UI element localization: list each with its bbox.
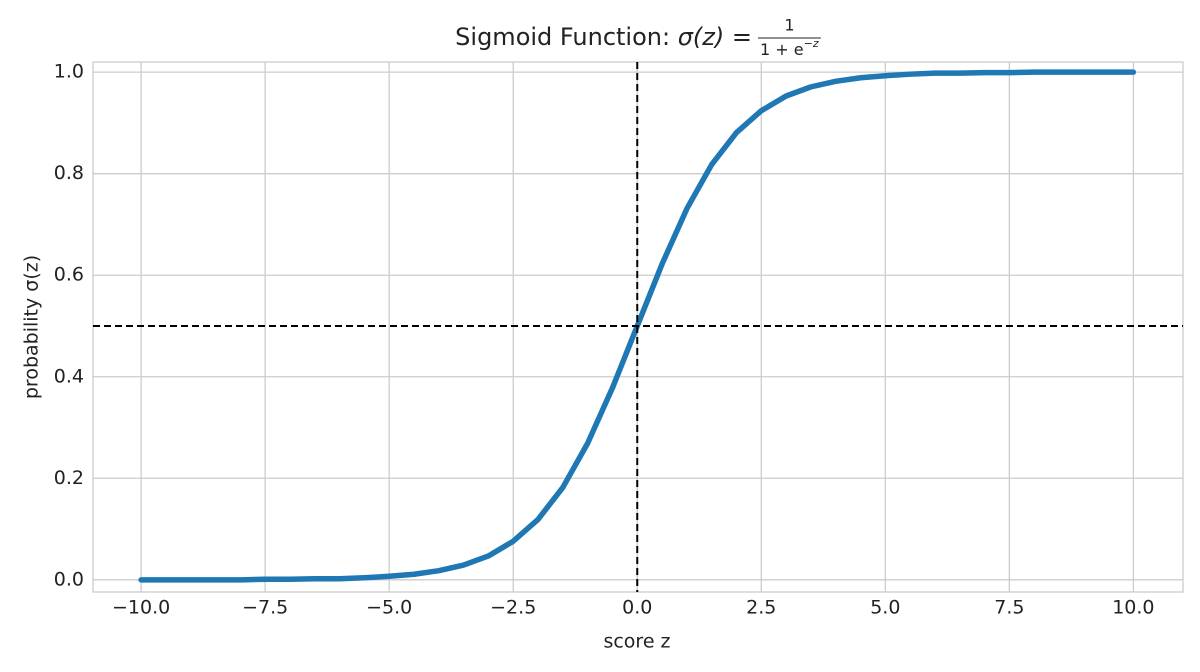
denominator: 1 + e xyxy=(760,40,804,59)
y-tick-label: 0.6 xyxy=(54,264,84,286)
y-tick-label: 0.0 xyxy=(54,568,84,590)
x-tick-label: 5.0 xyxy=(870,597,900,619)
x-tick-label: −10.0 xyxy=(112,597,170,619)
exponent: −z xyxy=(804,37,819,50)
y-axis-label: probability σ(z) xyxy=(21,255,43,399)
y-tick-label: 0.2 xyxy=(54,467,84,489)
y-tick-label: 0.4 xyxy=(54,365,84,387)
x-tick-label: 7.5 xyxy=(994,597,1024,619)
title-formula: σ(z) = xyxy=(678,23,752,51)
x-tick-label: −7.5 xyxy=(242,597,288,619)
x-tick-label: −2.5 xyxy=(490,597,536,619)
title-numerator: 1 xyxy=(784,16,794,35)
chart-title: Sigmoid Function: σ(z) = xyxy=(455,23,752,51)
y-tick-label: 1.0 xyxy=(54,61,84,83)
y-tick-label: 0.8 xyxy=(54,162,84,184)
x-tick-label: 0.0 xyxy=(622,597,652,619)
x-tick-label: 2.5 xyxy=(746,597,776,619)
title-text: Sigmoid Function: xyxy=(455,23,670,51)
x-axis-label: score z xyxy=(603,631,670,653)
x-tick-label: 10.0 xyxy=(1112,597,1154,619)
title-denominator: 1 + e−z xyxy=(760,37,819,59)
x-tick-label: −5.0 xyxy=(366,597,412,619)
